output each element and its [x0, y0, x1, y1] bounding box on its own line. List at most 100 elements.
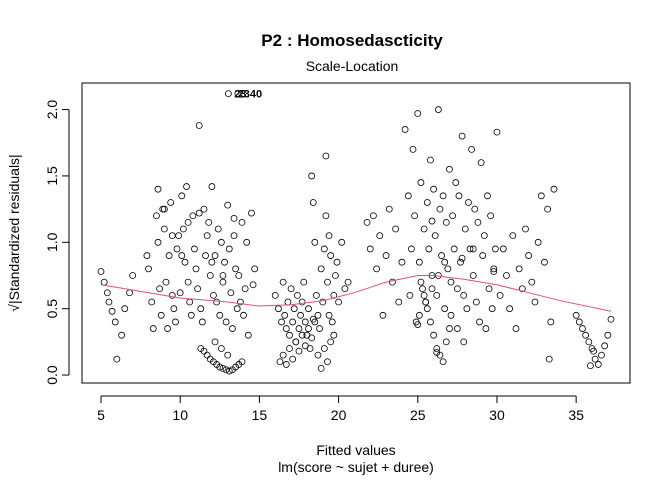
data-point	[506, 305, 514, 313]
data-point	[197, 305, 205, 313]
data-point	[434, 106, 442, 113]
data-point	[279, 351, 287, 359]
data-point	[308, 334, 316, 342]
data-point	[389, 278, 396, 286]
data-point	[230, 232, 238, 240]
y-axis: 0.0 0.5 1.0 1.5 2.0	[44, 100, 70, 385]
data-point	[582, 331, 590, 339]
data-point	[290, 305, 298, 313]
data-point	[373, 265, 380, 273]
data-point	[325, 311, 333, 319]
data-point	[317, 265, 325, 273]
y-tick-label: 1.0	[44, 232, 60, 252]
data-point	[465, 199, 472, 206]
data-point	[431, 232, 439, 240]
data-point	[607, 315, 615, 323]
data-point	[129, 272, 137, 279]
plot-frame	[81, 82, 631, 384]
data-point	[319, 298, 327, 306]
data-point	[219, 364, 227, 372]
data-point	[282, 361, 290, 368]
data-point	[363, 218, 371, 226]
data-point	[305, 325, 312, 332]
data-point	[149, 325, 157, 332]
data-point	[178, 192, 186, 200]
data-point	[187, 311, 195, 319]
data-point	[192, 265, 200, 273]
data-point	[579, 325, 586, 332]
data-point	[105, 298, 113, 306]
data-point	[300, 278, 308, 286]
data-point	[248, 209, 255, 217]
data-point	[436, 205, 444, 213]
data-point	[601, 342, 609, 350]
data-point	[427, 318, 434, 326]
data-point	[366, 245, 374, 253]
data-point	[438, 252, 445, 259]
data-point	[214, 225, 222, 233]
data-point	[225, 367, 233, 375]
data-point	[446, 165, 453, 173]
data-point	[238, 358, 246, 366]
data-point	[341, 285, 349, 293]
data-point	[509, 232, 517, 240]
data-point	[572, 311, 580, 319]
data-point	[249, 281, 257, 289]
data-point	[468, 145, 476, 153]
data-point	[444, 265, 452, 273]
data-point	[278, 318, 285, 326]
data-point	[585, 338, 593, 346]
data-point	[330, 331, 338, 339]
data-point	[225, 245, 233, 253]
data-point	[157, 311, 165, 319]
data-point	[395, 298, 403, 306]
data-point	[518, 285, 526, 293]
data-point	[316, 325, 323, 332]
data-point	[419, 285, 426, 293]
data-point	[453, 285, 461, 293]
data-point	[241, 285, 249, 293]
data-point	[236, 298, 244, 306]
data-point	[286, 345, 293, 352]
data-point	[179, 225, 187, 233]
data-point	[309, 199, 317, 206]
x-tick-label: 5	[97, 407, 105, 423]
data-point	[235, 272, 243, 279]
data-point	[164, 325, 171, 332]
data-point	[442, 218, 450, 226]
data-point	[298, 298, 306, 306]
y-axis-label: √|Standardized residuals|	[6, 154, 22, 311]
chart-title: P2 : Homosedascticity	[261, 31, 443, 50]
data-point	[480, 232, 488, 240]
data-point	[100, 278, 108, 286]
data-point	[469, 245, 477, 253]
data-point	[332, 272, 339, 279]
x-axis-label: Fitted values	[316, 442, 395, 458]
data-point	[550, 185, 558, 193]
data-point	[488, 305, 496, 313]
data-point	[308, 172, 316, 180]
data-point	[279, 278, 287, 286]
data-point	[417, 179, 425, 186]
data-point	[143, 252, 151, 259]
data-point	[186, 298, 194, 306]
data-point	[458, 254, 466, 262]
data-point	[482, 325, 490, 332]
data-point	[547, 318, 555, 326]
data-point	[327, 252, 335, 259]
data-point	[458, 132, 466, 140]
data-point	[243, 238, 251, 246]
data-point	[224, 351, 232, 359]
data-point	[289, 355, 297, 363]
data-point	[477, 159, 485, 167]
data-point	[446, 325, 453, 332]
data-point	[274, 305, 282, 313]
data-point	[203, 351, 211, 359]
data-point	[244, 331, 252, 339]
data-point	[484, 192, 491, 200]
data-point	[227, 289, 235, 297]
data-point	[487, 212, 495, 220]
data-point	[604, 331, 612, 339]
data-point	[545, 355, 553, 363]
data-point	[172, 318, 179, 326]
